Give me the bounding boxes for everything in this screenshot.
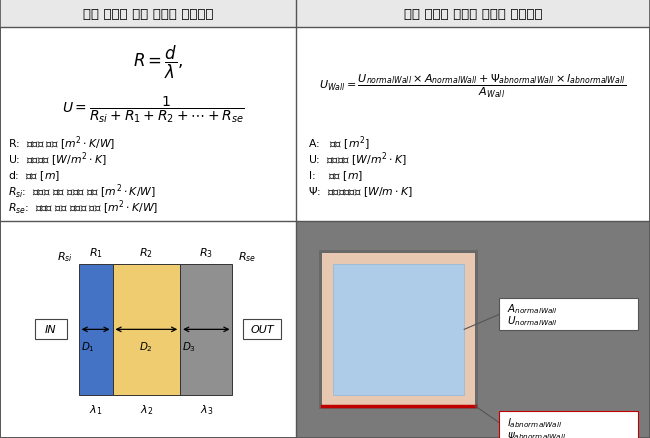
Text: U:  열관류율 $[W/m^2 \cdot K]$: U: 열관류율 $[W/m^2 \cdot K]$: [307, 151, 407, 169]
Text: d:  두께 $[m]$: d: 두께 $[m]$: [8, 169, 60, 183]
Text: $A_{normalWall}$: $A_{normalWall}$: [507, 302, 558, 316]
Bar: [296, 221, 650, 438]
Text: $R_{se}$:  실외측 표면 열전달 저항 $[m^2 \cdot K/W]$: $R_{se}$: 실외측 표면 열전달 저항 $[m^2 \cdot K/W]…: [8, 198, 159, 217]
Text: OUT: OUT: [251, 325, 274, 335]
Text: $U=\dfrac{1}{R_{si}+R_1+R_2+\cdots+R_{se}}$: $U=\dfrac{1}{R_{si}+R_1+R_2+\cdots+R_{se…: [62, 94, 244, 124]
Text: $R_{si}$: $R_{si}$: [57, 250, 73, 264]
Text: R:  열전달 저항 $[m^2 \cdot K/W]$: R: 열전달 저항 $[m^2 \cdot K/W]$: [8, 135, 115, 153]
Bar: [112, 265, 180, 395]
Text: $U_{Wall}=\dfrac{U_{normalWall}\times A_{normalWall}+\Psi_{abnormalWall}\times l: $U_{Wall}=\dfrac{U_{normalWall}\times A_…: [319, 72, 627, 99]
Bar: [79, 265, 112, 395]
Text: l:    길이 $[m]$: l: 길이 $[m]$: [307, 169, 363, 183]
Text: $\lambda_3$: $\lambda_3$: [200, 403, 213, 417]
Bar: [0, 0, 296, 28]
FancyBboxPatch shape: [244, 320, 281, 339]
Text: 선형 열교를 반영한 벽체의 열관류율: 선형 열교를 반영한 벽체의 열관류율: [404, 7, 542, 21]
Text: IN: IN: [45, 325, 57, 335]
Text: $\psi_{abnormalWall}$: $\psi_{abnormalWall}$: [507, 429, 566, 438]
Bar: [319, 251, 478, 409]
Text: U:  열관류율 $[W/m^2 \cdot K]$: U: 열관류율 $[W/m^2 \cdot K]$: [8, 151, 107, 169]
Text: $R_{si}$:  실내측 표면 열전달 저항 $[m^2 \cdot K/W]$: $R_{si}$: 실내측 표면 열전달 저항 $[m^2 \cdot K/W]…: [8, 183, 156, 201]
Text: $\lambda_2$: $\lambda_2$: [140, 403, 153, 417]
Bar: [180, 265, 233, 395]
Text: $R_3$: $R_3$: [200, 246, 213, 260]
Text: $R_1$: $R_1$: [88, 246, 103, 260]
Text: $U_{normalWall}$: $U_{normalWall}$: [507, 314, 558, 328]
Text: $R=\dfrac{d}{\lambda},$: $R=\dfrac{d}{\lambda},$: [133, 44, 183, 81]
Text: A:   면적 $[m^2]$: A: 면적 $[m^2]$: [307, 135, 369, 153]
Bar: [333, 264, 464, 395]
Text: $D_3$: $D_3$: [182, 339, 196, 353]
Text: $R_2$: $R_2$: [139, 246, 153, 260]
FancyBboxPatch shape: [34, 320, 67, 339]
Bar: [296, 0, 650, 28]
Text: $R_{se}$: $R_{se}$: [239, 250, 257, 264]
Text: $D_2$: $D_2$: [139, 339, 153, 353]
Text: $l_{abnormalWall}$: $l_{abnormalWall}$: [507, 415, 562, 429]
Text: $D_1$: $D_1$: [81, 339, 95, 353]
Text: 열교 하자가 없는 벽체의 열관류율: 열교 하자가 없는 벽체의 열관류율: [83, 7, 213, 21]
FancyBboxPatch shape: [499, 298, 638, 330]
Bar: [322, 253, 475, 406]
FancyBboxPatch shape: [499, 411, 638, 438]
Text: $\Psi$:  선형열관류율 $[W/m \cdot K]$: $\Psi$: 선형열관류율 $[W/m \cdot K]$: [307, 185, 413, 199]
Text: $\lambda_1$: $\lambda_1$: [89, 403, 102, 417]
